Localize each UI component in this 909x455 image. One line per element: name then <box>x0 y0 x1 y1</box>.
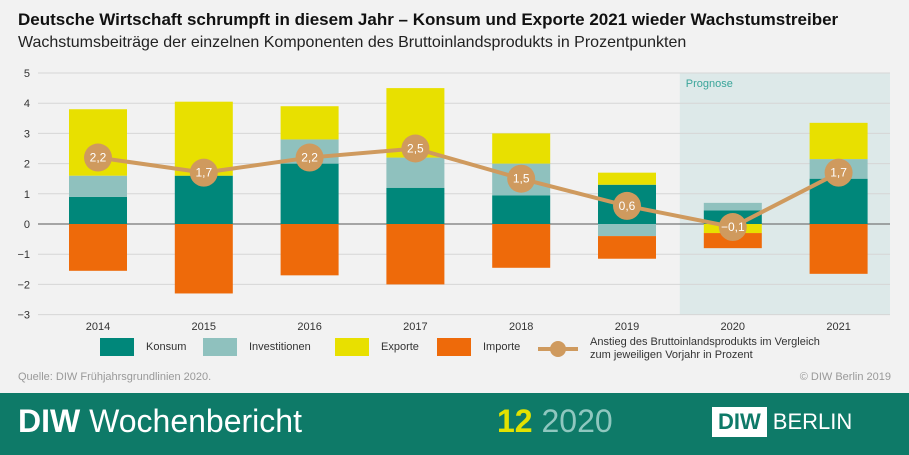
bar-exporte-2019 <box>598 172 656 185</box>
legend-item-line: Anstieg des Bruttoinlandsprodukts im Ver… <box>538 336 820 362</box>
bar-importe-2014 <box>69 224 127 271</box>
logo-text: BERLIN <box>772 409 853 434</box>
brand-bold: DIW <box>18 403 81 439</box>
legend-swatch <box>437 338 471 356</box>
bar-investitionen-2017 <box>386 157 445 188</box>
legend-swatch <box>203 338 237 356</box>
legend-label: Importe <box>483 341 521 353</box>
issue-year: 2020 <box>541 403 613 439</box>
bar-investitionen-2014 <box>69 175 127 197</box>
gdp-label: 0,6 <box>619 199 636 213</box>
copyright: © DIW Berlin 2019 <box>799 371 891 383</box>
legend-label: Exporte <box>381 341 419 353</box>
gdp-point <box>507 164 536 193</box>
brand: DIW Wochenbericht <box>18 403 302 440</box>
x-tick-label: 2020 <box>721 321 745 333</box>
legend-item: Konsum <box>100 338 186 356</box>
bar-konsum-2017 <box>386 187 445 224</box>
y-tick-label: −3 <box>17 310 30 322</box>
y-tick-label: −1 <box>17 249 30 261</box>
legend-item: Exporte <box>335 338 419 356</box>
legend-line-label: Anstieg des Bruttoinlandsprodukts im Ver… <box>590 336 820 361</box>
chart-title: Deutsche Wirtschaft schrumpft in diesem … <box>18 10 839 29</box>
bar-konsum-2018 <box>492 195 551 224</box>
bar-exporte-2016 <box>280 106 339 140</box>
bar-importe-2015 <box>174 224 233 294</box>
gdp-label: −0,1 <box>721 220 745 234</box>
bar-investitionen-2019 <box>598 224 656 237</box>
legend-line-swatch <box>538 341 578 357</box>
y-tick-label: 4 <box>24 98 30 110</box>
gdp-label: 2,2 <box>90 151 107 165</box>
gdp-label: 2,2 <box>301 151 318 165</box>
legend-swatch <box>100 338 134 356</box>
legend-item: Importe <box>437 338 520 356</box>
forecast-label: Prognose <box>686 78 733 90</box>
gdp-label: 1,5 <box>513 172 530 186</box>
chart: Prognose −3 −2 −1 0 1 2 3 4 5 2014 2015 2016 2017 2018… <box>17 68 890 333</box>
bar-importe-2017 <box>386 224 445 285</box>
bar-konsum-2014 <box>69 196 127 224</box>
issue: 12 2020 <box>497 403 613 440</box>
bar-konsum-2016 <box>280 163 339 224</box>
gdp-point <box>613 191 641 220</box>
x-tick-label: 2015 <box>192 321 216 333</box>
bar-importe-2021 <box>809 224 868 274</box>
x-tick-label: 2019 <box>615 321 639 333</box>
y-tick-label: 1 <box>24 189 30 201</box>
x-tick-label: 2021 <box>826 321 850 333</box>
gdp-point <box>84 143 112 172</box>
gdp-label: 2,5 <box>407 142 424 156</box>
y-tick-label: 0 <box>24 219 30 231</box>
legend-label: Konsum <box>146 341 187 353</box>
bar-investitionen-2020 <box>703 202 762 211</box>
y-tick-label: 2 <box>24 159 30 171</box>
brand-name: Wochenbericht <box>89 403 302 439</box>
source: Quelle: DIW Frühjahrsgrundlinien 2020. <box>18 371 212 383</box>
y-tick-label: 5 <box>24 68 30 80</box>
gdp-point <box>718 213 747 242</box>
chart-subtitle: Wachstumsbeiträge der einzelnen Komponen… <box>18 34 687 51</box>
footer: DIW Wochenbericht 12 2020 DIW BERLIN <box>0 393 909 455</box>
gdp-label: 1,7 <box>830 166 847 180</box>
x-tick-label: 2018 <box>509 321 533 333</box>
gdp-point <box>824 158 853 187</box>
x-tick-label: 2014 <box>86 321 110 333</box>
legend-swatch <box>335 338 369 356</box>
gdp-point <box>401 134 430 163</box>
gdp-point <box>295 143 324 172</box>
gdp-label: 1,7 <box>195 166 212 180</box>
bar-exporte-2018 <box>492 133 551 164</box>
x-tick-label: 2016 <box>297 321 321 333</box>
bar-importe-2016 <box>280 224 339 276</box>
diw-logo: DIW BERLIN <box>712 407 852 437</box>
issue-number: 12 <box>497 403 533 439</box>
bar-importe-2019 <box>598 236 656 259</box>
legend-item: Investitionen <box>203 338 311 356</box>
bar-exporte-2021 <box>809 122 868 160</box>
x-tick-label: 2017 <box>403 321 427 333</box>
gdp-line <box>97 146 840 230</box>
gdp-point <box>189 158 218 187</box>
y-tick-label: 3 <box>24 128 30 140</box>
legend-label: Investitionen <box>249 341 311 353</box>
y-tick-label: −2 <box>17 279 30 291</box>
logo-box: DIW <box>712 407 767 437</box>
bar-importe-2018 <box>492 224 551 268</box>
